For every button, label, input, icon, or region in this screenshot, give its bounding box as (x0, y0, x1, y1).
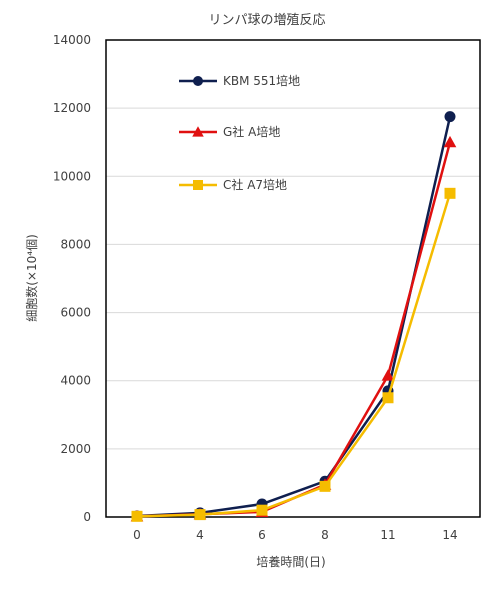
legend-label: C社 A7培地 (223, 177, 287, 192)
legend-marker (193, 76, 203, 86)
x-tick-label: 11 (380, 528, 395, 542)
series-line (136, 192, 452, 518)
y-tick-label: 10000 (53, 169, 91, 183)
data-point (382, 392, 394, 404)
plot-area-border (105, 39, 481, 518)
data-point (194, 509, 206, 521)
legend: KBM 551培地 G社 A培地 C社 A7培地 (179, 73, 300, 192)
legend-label: G社 A培地 (223, 124, 280, 139)
data-point (444, 187, 456, 199)
data-point (444, 111, 456, 123)
legend-marker (192, 126, 204, 137)
legend-entry: G社 A培地 (179, 124, 280, 139)
y-tick-label: 12000 (53, 101, 91, 115)
y-axis-ticks: 0 2000 4000 6000 8000 10000 12000 14000 (53, 33, 91, 524)
legend-entry: C社 A7培地 (179, 177, 287, 192)
y-tick-label: 0 (83, 510, 91, 524)
x-tick-label: 6 (258, 528, 266, 542)
data-point (443, 135, 457, 148)
x-tick-label: 4 (196, 528, 204, 542)
series-2 (130, 135, 457, 522)
legend-marker (193, 180, 203, 190)
y-tick-label: 14000 (53, 33, 91, 47)
x-tick-label: 0 (133, 528, 141, 542)
series-lines (130, 111, 457, 522)
y-tick-label: 6000 (60, 306, 91, 320)
data-point (256, 504, 268, 516)
y-tick-label: 4000 (60, 374, 91, 388)
legend-label: KBM 551培地 (223, 73, 300, 88)
chart-title: リンパ球の増殖反応 (208, 12, 325, 28)
y-tick-label: 2000 (60, 442, 91, 456)
data-point (319, 480, 331, 492)
y-tick-label: 8000 (60, 237, 91, 251)
x-axis-ticks: 0 4 6 8 11 14 (133, 528, 457, 542)
x-tick-label: 14 (442, 528, 457, 542)
gridlines (106, 107, 480, 450)
data-point (381, 369, 395, 381)
y-axis-label: 細胞数(×10⁴個) (24, 234, 39, 322)
x-tick-label: 8 (321, 528, 329, 542)
data-point (131, 510, 143, 522)
x-axis-label: 培養時間(日) (256, 554, 325, 569)
series-1 (131, 111, 456, 522)
legend-entry: KBM 551培地 (179, 73, 300, 88)
series-3 (131, 187, 456, 522)
